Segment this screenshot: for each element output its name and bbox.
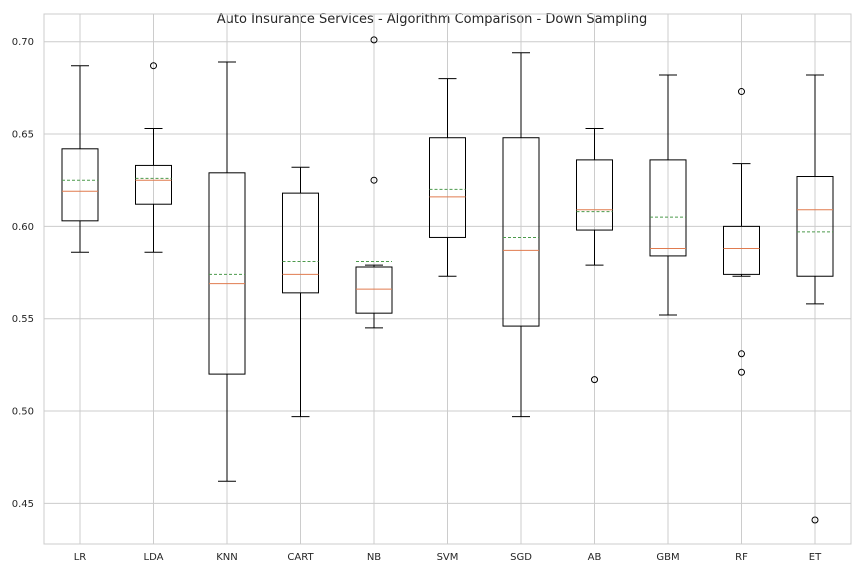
iqr-box	[576, 159, 613, 231]
box-group	[576, 127, 613, 384]
x-tick-label: LR	[74, 552, 87, 563]
x-tick-label: SGD	[510, 552, 532, 563]
outlier-point	[738, 88, 745, 96]
x-tick-label: RF	[735, 552, 748, 563]
box-group	[723, 88, 760, 376]
tick-label-layer: 0.45 0.50 0.55 0.60 0.65 0.70 LR LDA KNN CART NB SV…	[12, 37, 822, 563]
iqr-box	[649, 159, 687, 257]
iqr-box	[282, 192, 319, 294]
outlier-point	[738, 368, 745, 376]
box-group	[355, 36, 393, 329]
iqr-box	[135, 164, 172, 205]
iqr-box	[355, 266, 393, 314]
x-tick-label: NB	[367, 552, 381, 563]
box-layer	[61, 36, 834, 524]
box-group	[796, 74, 834, 524]
y-tick-label: 0.50	[12, 407, 34, 418]
y-tick-label: 0.60	[12, 222, 34, 233]
box-group	[502, 52, 540, 418]
outlier-point	[591, 376, 598, 384]
x-tick-label: ET	[809, 552, 822, 563]
outlier-point	[370, 176, 378, 184]
iqr-box	[208, 172, 246, 375]
x-tick-label: CART	[287, 552, 314, 563]
iqr-box	[796, 176, 834, 277]
box-group	[135, 62, 172, 253]
y-tick-label: 0.70	[12, 37, 34, 48]
box-group	[282, 166, 319, 418]
iqr-box	[429, 137, 466, 238]
x-tick-label: KNN	[216, 552, 238, 563]
x-tick-label: SVM	[437, 552, 459, 563]
outlier-point	[738, 350, 745, 358]
outlier-point	[811, 516, 819, 524]
box-group	[61, 65, 99, 253]
plot-frame	[43, 13, 852, 545]
outlier-point	[370, 36, 378, 44]
y-tick-label: 0.55	[12, 314, 34, 325]
iqr-box	[723, 225, 760, 275]
y-tick-label: 0.45	[12, 499, 34, 510]
iqr-box	[61, 148, 99, 222]
box-group	[649, 74, 687, 316]
x-tick-label: GBM	[656, 552, 679, 563]
iqr-box	[502, 137, 540, 327]
x-tick-label: AB	[588, 552, 602, 563]
box-group	[208, 61, 246, 482]
box-group	[429, 78, 466, 277]
y-tick-label: 0.65	[12, 130, 34, 141]
chart-title: Auto Insurance Services - Algorithm Comp…	[217, 12, 647, 27]
outlier-point	[150, 62, 157, 70]
x-tick-label: LDA	[144, 552, 164, 563]
